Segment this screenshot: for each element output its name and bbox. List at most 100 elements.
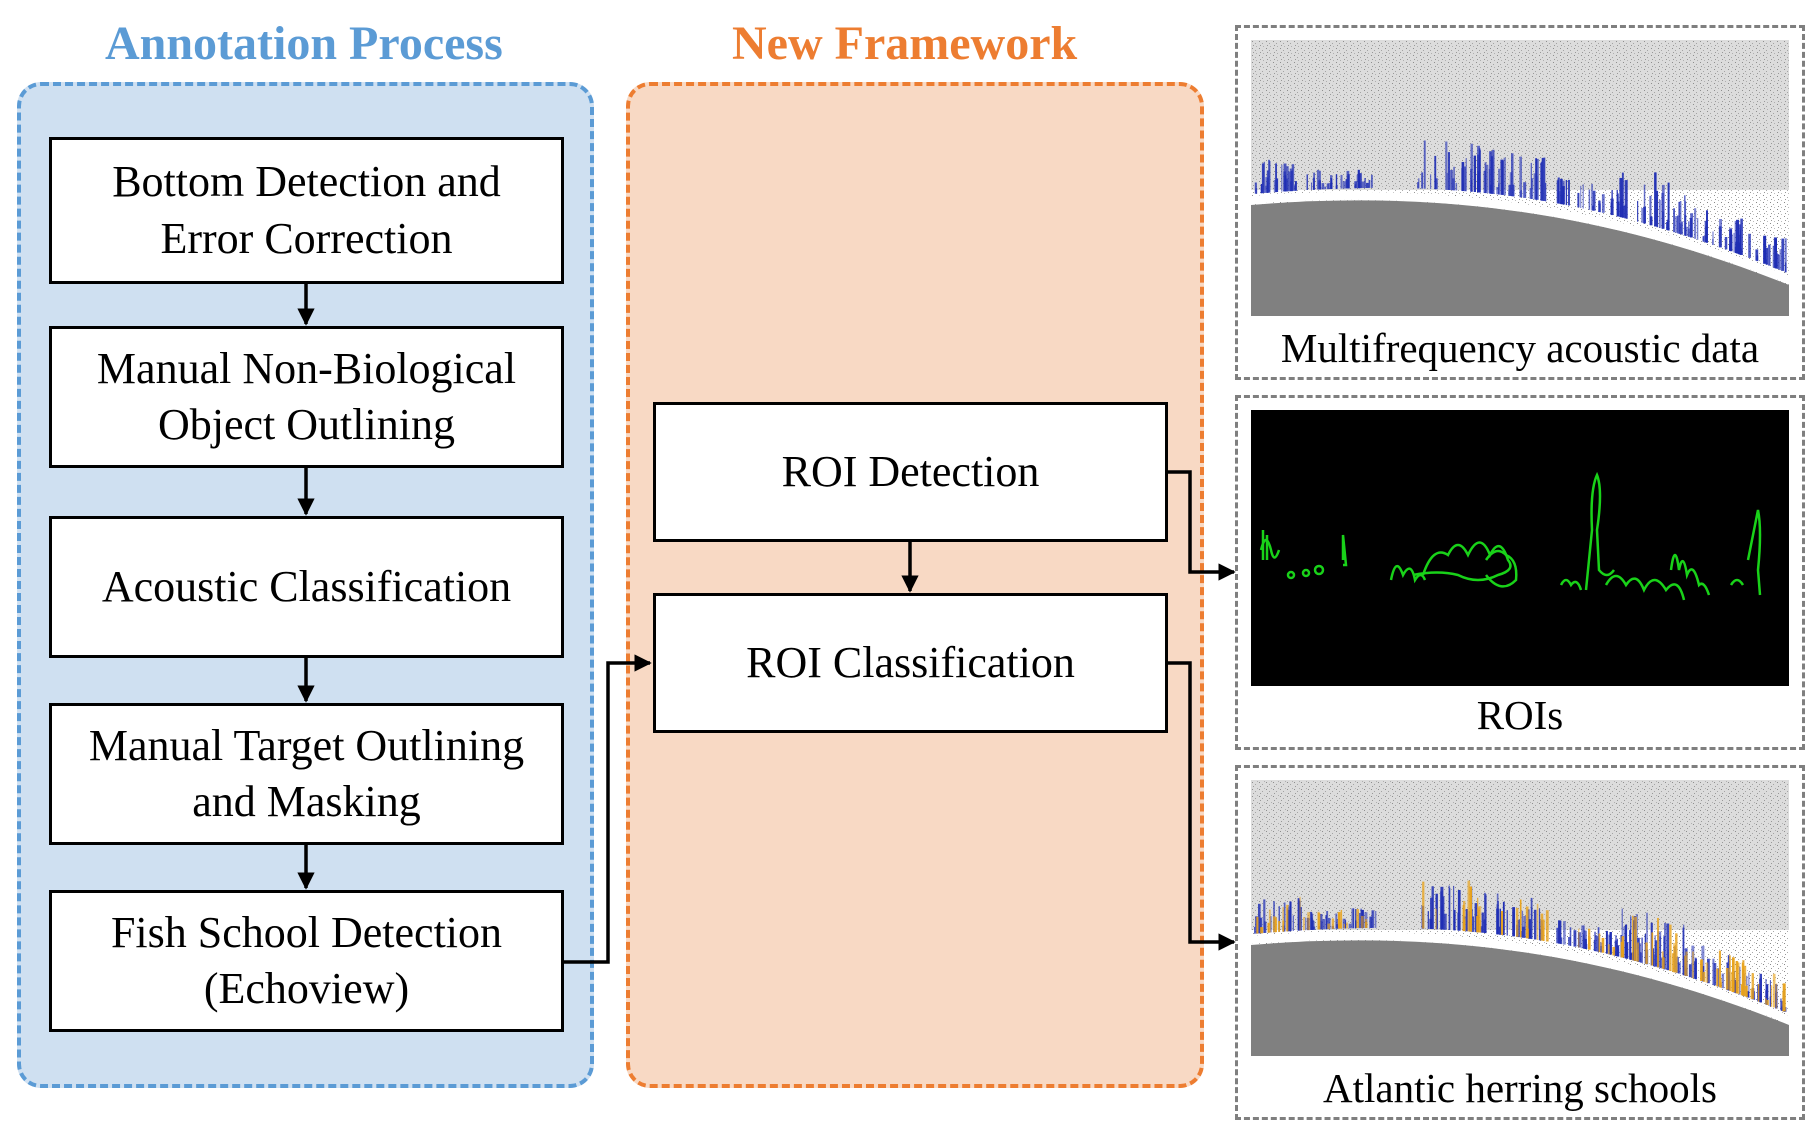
echo-mark (1263, 161, 1265, 193)
echo-mark (1346, 922, 1348, 929)
echo-mark (1705, 226, 1707, 243)
echo-mark (1573, 930, 1577, 947)
echo-mark (1517, 919, 1521, 938)
echo-mark (1780, 998, 1782, 1011)
echo-mark (1705, 962, 1709, 983)
echo-mark (1259, 917, 1263, 934)
echo-mark (1477, 145, 1480, 193)
echo-mark (1601, 194, 1605, 213)
echo-mark (1740, 218, 1743, 255)
herring-marks (1256, 880, 1786, 1012)
echo-mark (1629, 930, 1632, 960)
echo-mark (1299, 896, 1301, 931)
echo-mark (1499, 908, 1501, 935)
echo-mark (1500, 911, 1504, 935)
echo-mark (1538, 908, 1541, 941)
echo-mark (1596, 936, 1599, 952)
echo-mark (1365, 922, 1368, 928)
echo-mark (1344, 920, 1347, 929)
echo-mark (1654, 940, 1658, 967)
echo-mark (1694, 961, 1697, 979)
echo-mark (1270, 916, 1272, 933)
echo-mark (1765, 979, 1767, 1005)
echo-mark (1276, 178, 1279, 192)
echo-mark (1585, 944, 1588, 949)
echo-mark (1450, 169, 1453, 191)
echo-mark (1679, 223, 1682, 234)
seabed (1251, 940, 1789, 1056)
echo-mark (1342, 918, 1346, 929)
echo-mark (1685, 201, 1687, 236)
echo-mark (1637, 200, 1639, 222)
echo-mark (1748, 233, 1751, 258)
echo-mark (1446, 172, 1448, 190)
arrow-roi-detection-to-rois (1168, 470, 1236, 581)
echo-mark (1254, 926, 1256, 934)
echo-mark (1719, 219, 1722, 248)
echo-mark (1358, 184, 1361, 189)
echo-mark (1369, 916, 1373, 928)
echo-mark (1656, 190, 1659, 228)
echo-mark (1326, 911, 1329, 930)
echo-mark (1452, 178, 1455, 191)
echo-mark (1465, 158, 1467, 192)
echo-mark (1733, 979, 1736, 993)
echo-mark (1316, 169, 1320, 190)
echo-mark (1371, 174, 1373, 188)
caption-herring: Atlantic herring schools (1323, 1065, 1717, 1111)
echo-mark (1480, 926, 1483, 933)
echo-mark (1614, 951, 1617, 956)
echo-mark (1703, 971, 1706, 982)
echo-mark (1417, 182, 1419, 189)
annotation-process-title: Annotation Process (105, 17, 503, 70)
echo-mark (1619, 177, 1621, 217)
echo-mark (1485, 164, 1489, 194)
echo-mark (1716, 968, 1719, 987)
step-roi-detection: ROI Detection (653, 402, 1168, 542)
echo-mark (1256, 916, 1259, 934)
echo-mark (1477, 171, 1481, 193)
echo-mark (1338, 913, 1340, 929)
echo-mark (1751, 973, 1754, 1000)
echo-mark (1577, 192, 1580, 208)
echo-mark (1353, 908, 1355, 929)
echo-mark (1523, 182, 1527, 198)
echo-mark (1511, 153, 1514, 197)
echo-mark (1268, 909, 1271, 933)
echo-mark (1519, 899, 1522, 938)
echo-mark (1765, 998, 1767, 1005)
echo-mark (1442, 896, 1445, 930)
echo-mark (1755, 249, 1759, 261)
echo-mark (1636, 949, 1638, 962)
step-acoustic-classification: Acoustic Classification (49, 516, 564, 658)
echo-mark (1637, 942, 1639, 962)
echo-mark (1492, 149, 1495, 194)
echo-mark (1591, 183, 1593, 211)
echo-mark (1533, 909, 1537, 940)
echo-mark (1335, 913, 1338, 929)
echo-mark (1766, 1000, 1769, 1005)
echo-mark (1750, 988, 1753, 999)
echo-mark (1273, 916, 1276, 933)
echo-mark (1609, 932, 1612, 955)
echo-mark (1679, 201, 1682, 235)
echo-mark (1697, 218, 1699, 240)
echo-mark (1565, 180, 1568, 206)
echo-mark (1657, 917, 1659, 968)
echo-mark (1322, 919, 1325, 930)
echo-mark (1620, 178, 1623, 218)
echo-mark (1295, 181, 1297, 191)
echo-mark (1688, 964, 1692, 978)
echo-mark (1429, 918, 1432, 929)
echo-mark (1676, 956, 1679, 974)
step-target-outlining: Manual Target Outlining and Masking (49, 703, 564, 845)
echo-mark (1765, 247, 1768, 265)
echo-mark (1659, 936, 1661, 969)
echo-mark (1569, 927, 1572, 946)
arrow-roi-classification-to-herring (1168, 661, 1236, 951)
echo-mark (1286, 166, 1289, 192)
echo-mark (1422, 881, 1425, 929)
echo-mark (1654, 935, 1656, 967)
echo-mark (1435, 908, 1437, 930)
echo-mark (1521, 931, 1523, 938)
